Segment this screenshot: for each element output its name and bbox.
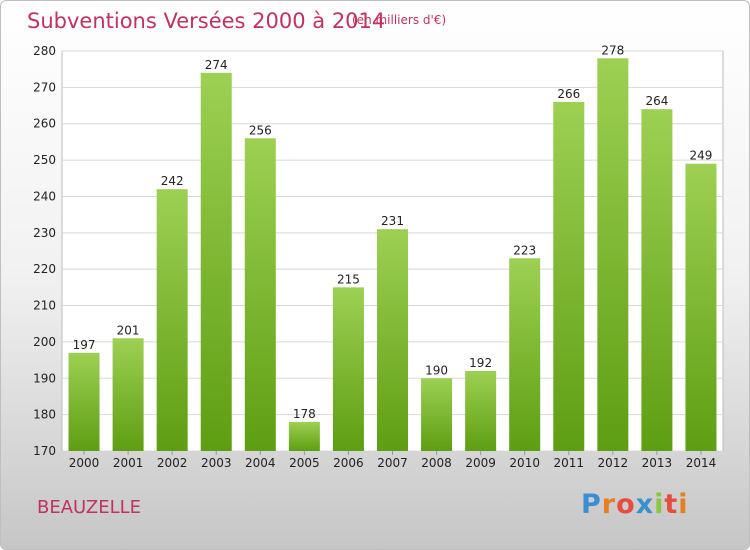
bar: [244, 138, 276, 452]
x-tick-label: 2008: [421, 456, 452, 470]
y-tick-label: 270: [33, 80, 56, 94]
chart-unit: (en milliers d'€): [352, 13, 447, 27]
x-axis: 2000 2001 2002 2003 2004 2005 2006 2007 2008 2009…: [69, 451, 716, 470]
bar: [377, 229, 408, 451]
x-tick-label: 2000: [69, 456, 100, 470]
bar: [288, 421, 320, 451]
bar: [332, 287, 364, 451]
y-axis: 170 180 190 200 210 220 230 240 250 260 270 280: [33, 44, 56, 458]
bar-chart: 170 180 190 200 210 220 230 240 250 260 270 280 197…: [33, 43, 724, 470]
bar-value-label: 266: [557, 87, 580, 101]
bar: [553, 101, 585, 451]
bar: [200, 72, 232, 452]
y-tick-label: 210: [33, 299, 56, 313]
y-tick-label: 220: [33, 262, 56, 276]
y-tick-label: 200: [33, 335, 56, 349]
x-tick-label: 2011: [553, 456, 584, 470]
chart-title: Subventions Versées 2000 à 2014: [27, 9, 386, 33]
y-tick-label: 250: [33, 153, 56, 167]
x-tick-label: 2010: [509, 456, 540, 470]
bar-value-label: 256: [249, 123, 272, 137]
bar-value-label: 197: [73, 338, 96, 352]
bar-value-label: 249: [690, 149, 713, 163]
proxiti-logo[interactable]: Proxiti: [581, 489, 689, 520]
y-tick-label: 190: [33, 371, 56, 385]
y-tick-label: 230: [33, 226, 56, 240]
bar-value-label: 201: [117, 323, 140, 337]
y-tick-label: 260: [33, 117, 56, 131]
bar-value-label: 178: [293, 407, 316, 421]
place-name: BEAUZELLE: [37, 497, 142, 518]
bar: [112, 338, 144, 451]
x-tick-label: 2012: [598, 456, 629, 470]
y-tick-label: 280: [33, 44, 56, 58]
bar: [68, 352, 100, 451]
x-tick-label: 2013: [642, 456, 673, 470]
bar-value-label: 231: [381, 214, 404, 228]
bar: [641, 109, 673, 451]
bar-value-label: 192: [469, 356, 492, 370]
bar-value-label: 264: [645, 94, 668, 108]
bar: [685, 163, 717, 451]
bar-value-label: 215: [337, 272, 360, 286]
bar: [421, 378, 453, 451]
bar-value-label: 190: [425, 363, 448, 377]
bar: [465, 371, 497, 451]
bar-value-label: 223: [513, 243, 536, 257]
x-tick-label: 2004: [245, 456, 276, 470]
y-tick-label: 170: [33, 444, 56, 458]
x-tick-label: 2005: [289, 456, 320, 470]
bar: [156, 189, 188, 451]
bar: [509, 258, 541, 451]
x-tick-label: 2001: [113, 456, 144, 470]
x-tick-label: 2009: [465, 456, 496, 470]
bar-value-label: 278: [601, 43, 624, 57]
bar-value-label: 274: [205, 58, 228, 72]
bars: 197 201 242 274 256 178 215 231 190 192 223 266 278 2…: [68, 43, 717, 452]
x-tick-label: 2006: [333, 456, 364, 470]
x-tick-label: 2007: [377, 456, 408, 470]
x-tick-label: 2014: [686, 456, 717, 470]
x-tick-label: 2002: [157, 456, 188, 470]
bar: [597, 58, 629, 451]
x-tick-label: 2003: [201, 456, 232, 470]
bar-value-label: 242: [161, 174, 184, 188]
y-tick-label: 180: [33, 408, 56, 422]
y-tick-label: 240: [33, 189, 56, 203]
